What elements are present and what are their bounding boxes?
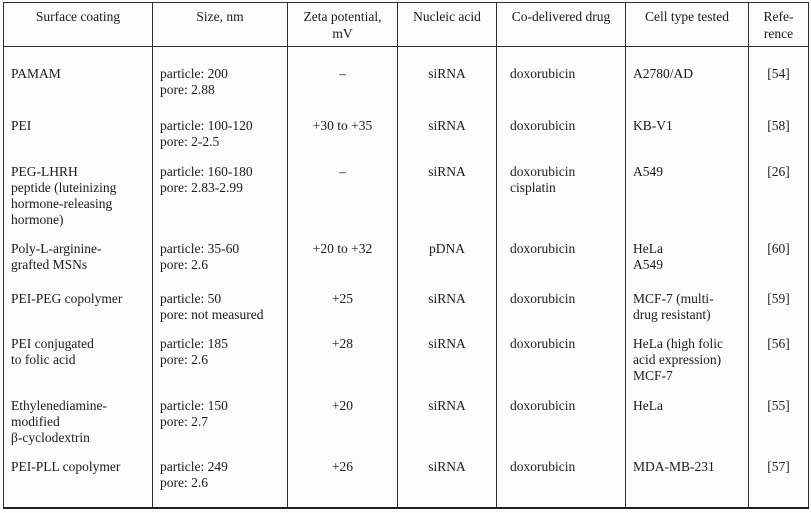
table-row: Poly-L-arginine-grafted MSNs particle: 35… — [3, 229, 809, 280]
cell-co-delivered-drug: doxorubicin — [496, 447, 626, 508]
cell-cell-type-tested: KB-V1 — [625, 106, 749, 153]
table-row: PEG-LHRH peptide (luteinizing hormone-rele… — [3, 152, 809, 230]
cell-surface-coating: Poly-L-arginine-grafted MSNs — [3, 229, 153, 280]
cell-size-nm: particle: 249 pore: 2.6 — [152, 447, 288, 508]
cell-nucleic-acid: pDNA — [397, 229, 497, 280]
cell-reference: [57] — [748, 447, 809, 508]
cell-zeta-potential-mv: – — [287, 152, 398, 230]
cell-cell-type-tested: A2780/AD — [625, 46, 749, 107]
cell-zeta-potential-mv: +30 to +35 — [287, 106, 398, 153]
cell-surface-coating: PEI-PLL copolymer — [3, 447, 153, 508]
cell-nucleic-acid: siRNA — [397, 324, 497, 387]
cell-surface-coating: PAMAM — [3, 46, 153, 107]
cell-size-nm: particle: 185 pore: 2.6 — [152, 324, 288, 387]
cell-co-delivered-drug: doxorubicin — [496, 46, 626, 107]
cell-co-delivered-drug: doxorubicin — [496, 279, 626, 325]
table-header: Surface coating Size, nm Zeta potential, mV… — [3, 2, 809, 47]
cell-cell-type-tested: HeLa — [625, 386, 749, 448]
cell-size-nm: particle: 200 pore: 2.88 — [152, 46, 288, 107]
cell-nucleic-acid: siRNA — [397, 279, 497, 325]
cell-size-nm: particle: 50 pore: not measured — [152, 279, 288, 325]
cell-size-nm: particle: 160-180 pore: 2.83-2.99 — [152, 152, 288, 230]
cell-reference: [60] — [748, 229, 809, 280]
cell-reference: [56] — [748, 324, 809, 387]
msn-codelivery-table: Surface coating Size, nm Zeta potential, mV… — [3, 2, 809, 509]
cell-reference: [54] — [748, 46, 809, 107]
cell-zeta-potential-mv: +20 — [287, 386, 398, 448]
table-row: PEI-PLL copolymer particle: 249 pore: 2.6 +… — [3, 447, 809, 508]
header-row: Surface coating Size, nm Zeta potential, mV… — [3, 2, 809, 47]
cell-reference: [55] — [748, 386, 809, 448]
cell-reference: [26] — [748, 152, 809, 230]
cell-cell-type-tested: A549 — [625, 152, 749, 230]
cell-cell-type-tested: HeLa (high folic acid expression) MCF-7 — [625, 324, 749, 387]
cell-co-delivered-drug: doxorubicin — [496, 324, 626, 387]
cell-co-delivered-drug: doxorubicin — [496, 106, 626, 153]
cell-surface-coating: PEG-LHRH peptide (luteinizing hormone-rele… — [3, 152, 153, 230]
table-row: PAMAM particle: 200 pore: 2.88– siRNA doxoru… — [3, 46, 809, 107]
cell-nucleic-acid: siRNA — [397, 447, 497, 508]
table-row: PEI-PEG copolymer particle: 50 pore: not m… — [3, 279, 809, 325]
table-row: Ethylenediamine-modified β-cyclodextrin pa… — [3, 386, 809, 448]
cell-nucleic-acid: siRNA — [397, 152, 497, 230]
column-header-nucleic-acid: Nucleic acid — [397, 2, 497, 47]
cell-cell-type-tested: HeLa A549 — [625, 229, 749, 280]
cell-nucleic-acid: siRNA — [397, 46, 497, 107]
cell-surface-coating: Ethylenediamine-modified β-cyclodextrin — [3, 386, 153, 448]
table-body: PAMAM particle: 200 pore: 2.88– siRNA doxoru… — [3, 46, 809, 508]
cell-co-delivered-drug: doxorubicin — [496, 386, 626, 448]
column-header-co-delivered-drug: Co-delivered drug — [496, 2, 626, 47]
column-header-zeta-potential-mv: Zeta potential, mV — [287, 2, 398, 47]
cell-zeta-potential-mv: – — [287, 46, 398, 107]
table-row: PEI particle: 100-120 pore: 2-2.5 +30 to +3… — [3, 106, 809, 153]
cell-nucleic-acid: siRNA — [397, 386, 497, 448]
cell-size-nm: particle: 35-60 pore: 2.6 — [152, 229, 288, 280]
column-header-surface-coating: Surface coating — [3, 2, 153, 47]
table-row: PEI conjugated to folic acid particle: 185… — [3, 324, 809, 387]
column-header-cell-type-tested: Cell type tested — [625, 2, 749, 47]
cell-co-delivered-drug: doxorubicin cisplatin — [496, 152, 626, 230]
cell-surface-coating: PEI conjugated to folic acid — [3, 324, 153, 387]
cell-size-nm: particle: 100-120 pore: 2-2.5 — [152, 106, 288, 153]
cell-co-delivered-drug: doxorubicin — [496, 229, 626, 280]
cell-zeta-potential-mv: +26 — [287, 447, 398, 508]
cell-cell-type-tested: MCF-7 (multi-drug resistant) — [625, 279, 749, 325]
cell-zeta-potential-mv: +25 — [287, 279, 398, 325]
column-header-reference: Refe-rence — [748, 2, 809, 47]
cell-reference: [58] — [748, 106, 809, 153]
column-header-size-nm: Size, nm — [152, 2, 288, 47]
cell-nucleic-acid: siRNA — [397, 106, 497, 153]
cell-zeta-potential-mv: +20 to +32 — [287, 229, 398, 280]
cell-size-nm: particle: 150 pore: 2.7 — [152, 386, 288, 448]
cell-surface-coating: PEI-PEG copolymer — [3, 279, 153, 325]
cell-surface-coating: PEI — [3, 106, 153, 153]
cell-reference: [59] — [748, 279, 809, 325]
cell-cell-type-tested: MDA-MB-231 — [625, 447, 749, 508]
cell-zeta-potential-mv: +28 — [287, 324, 398, 387]
